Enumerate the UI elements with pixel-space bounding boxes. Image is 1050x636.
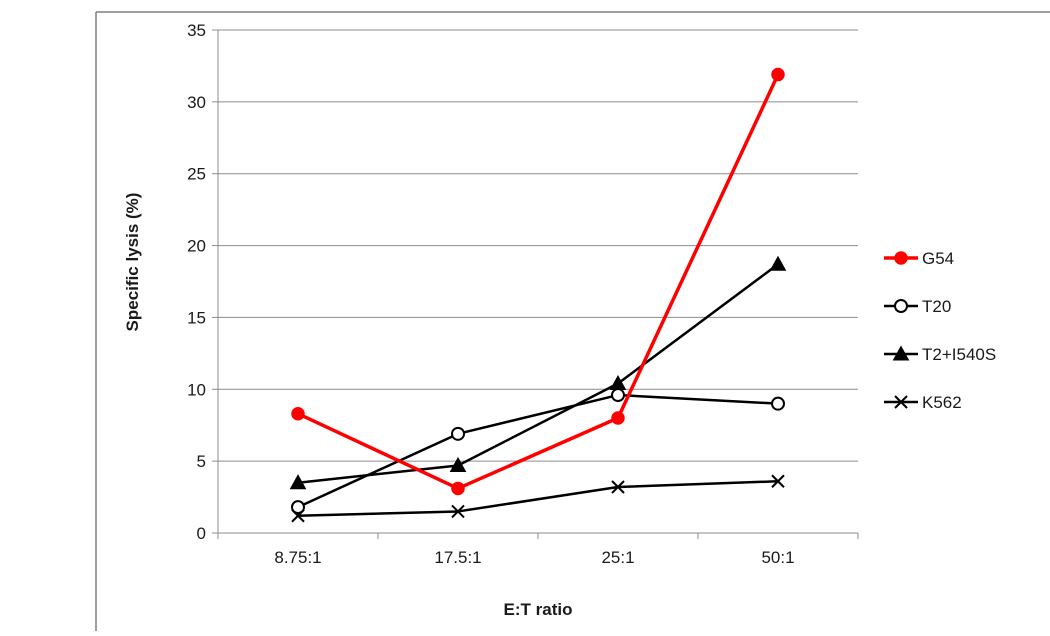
y-tick-label: 0 [197,524,206,543]
data-point [611,388,625,403]
y-tick-label: 20 [187,237,206,256]
y-tick-label: 30 [187,93,206,112]
series-line [297,73,780,491]
series-line [297,263,779,484]
y-axis-title: Specific lysis (%) [123,193,142,332]
x-tick-label: 17.5:1 [434,548,481,567]
marker-stroke [451,504,465,519]
data-point [771,396,785,411]
legend-item: T2+I540S [884,345,996,364]
legend-label: K562 [922,393,962,412]
legend-label: G54 [922,249,954,268]
axes [212,29,859,539]
y-tick-label: 15 [187,308,206,327]
chart-frame [95,11,1050,631]
data-point [291,500,305,515]
marker-stroke [771,474,785,488]
x-axis-title: E:T ratio [504,600,573,619]
x-tick-label: 25:1 [601,548,634,567]
data-point [451,481,465,496]
legend-item: G54 [884,249,954,268]
x-tick-labels: 8.75:1 17.5:1 25:1 50:1 [274,548,794,567]
legend-marker [894,299,908,313]
y-tick-label: 5 [197,452,206,471]
data-point [451,504,465,519]
legend-label: T20 [922,297,951,316]
marker-stroke [894,395,908,409]
data-point [291,406,305,421]
series-line [297,393,779,509]
legend-marker [892,345,910,361]
series-t20 [291,388,785,515]
y-tick-labels: 0 5 10 15 20 25 30 35 [187,21,206,543]
series-g54 [291,67,785,496]
series-line [297,480,779,518]
legend-item: K562 [884,393,962,412]
series-t2-i540s [289,255,787,490]
legend-item: T20 [884,297,951,316]
y-tick-label: 35 [187,21,206,40]
y-tick-label: 25 [187,165,206,184]
data-point [771,474,785,488]
data-point [451,426,465,441]
data-point [771,67,785,82]
data-point [611,480,625,494]
data-point [769,255,787,271]
legend-marker [894,251,908,265]
grid-lines [218,29,858,462]
data-point [449,456,467,472]
legend: G54 T20 T2+I540S K562 [884,249,996,412]
data-point [609,375,627,391]
x-tick-label: 8.75:1 [274,548,321,567]
legend-label: T2+I540S [922,345,996,364]
series [289,67,787,523]
x-tick-label: 50:1 [761,548,794,567]
data-point [289,474,307,490]
y-tick-label: 10 [187,380,206,399]
series-k562 [291,474,785,523]
legend-marker [894,395,908,409]
data-point [611,411,625,425]
marker-stroke [611,480,625,494]
